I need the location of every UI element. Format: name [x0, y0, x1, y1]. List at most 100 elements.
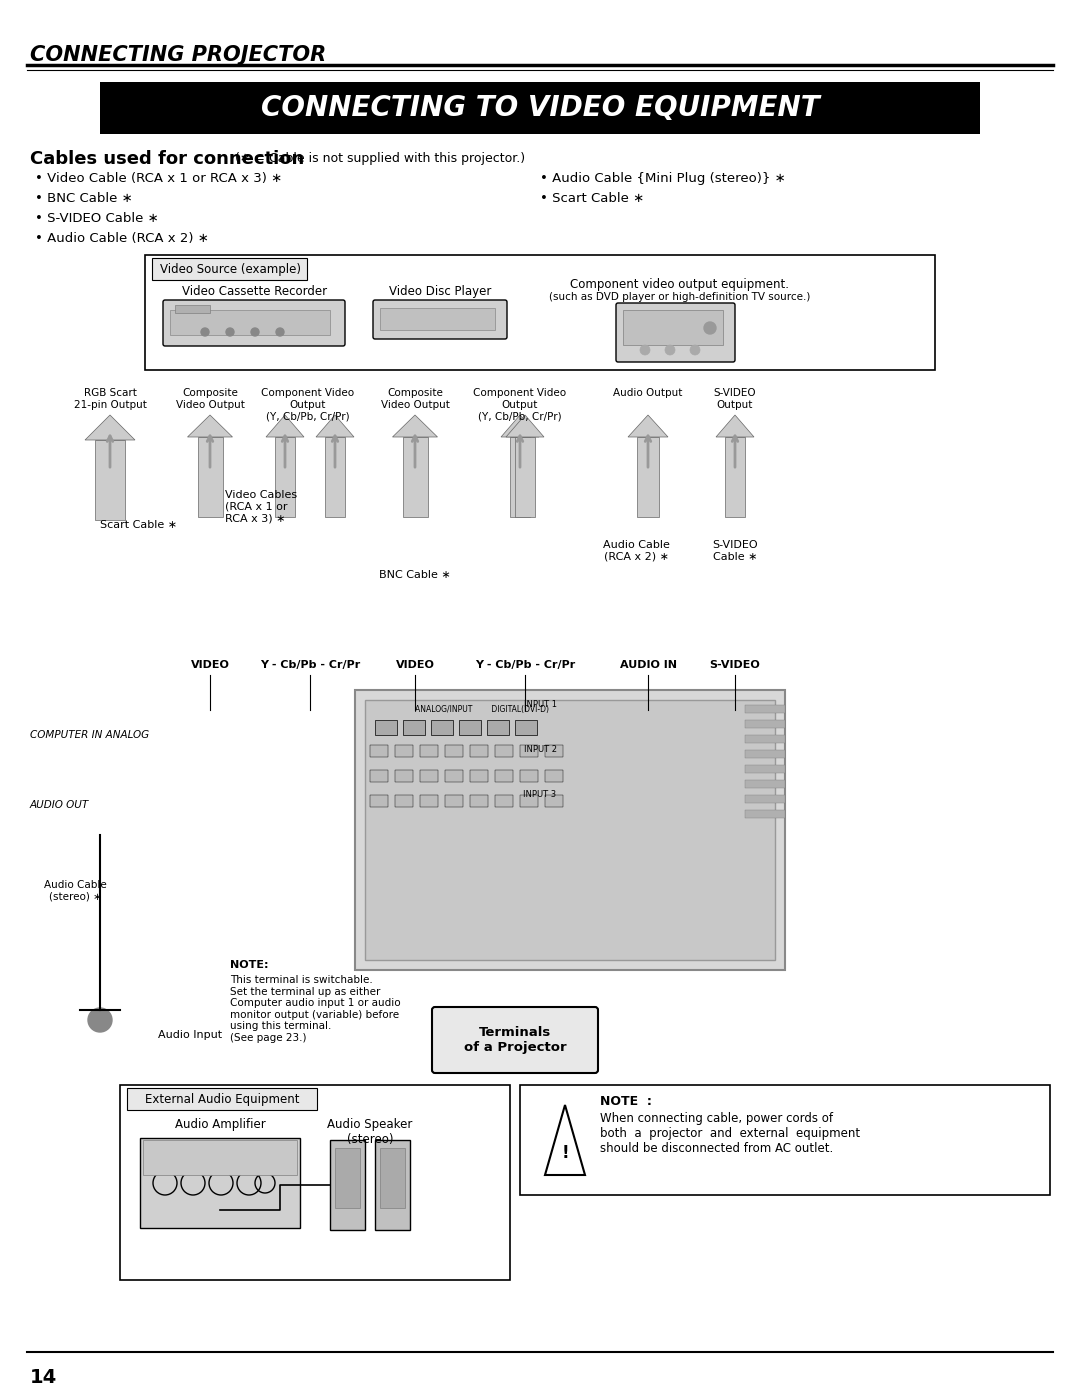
Text: Component video output equipment.: Component video output equipment. — [570, 278, 789, 291]
Text: • BNC Cable ∗: • BNC Cable ∗ — [35, 191, 133, 205]
Bar — [515, 437, 535, 517]
Bar — [198, 437, 222, 517]
Bar — [725, 437, 745, 517]
Bar — [445, 745, 463, 757]
Polygon shape — [266, 415, 303, 437]
Text: Composite
Video Output: Composite Video Output — [380, 388, 449, 409]
Bar — [445, 770, 463, 782]
Text: Audio Cable
(stereo) ∗: Audio Cable (stereo) ∗ — [43, 880, 106, 901]
Text: ANALOG/INPUT        DIGITAL(DVI-D): ANALOG/INPUT DIGITAL(DVI-D) — [415, 705, 549, 714]
Bar — [510, 437, 530, 517]
Text: Audio Input: Audio Input — [158, 1030, 222, 1039]
Bar — [495, 795, 513, 807]
Bar — [745, 735, 785, 743]
Bar — [470, 795, 488, 807]
Bar — [127, 1088, 318, 1111]
Bar — [519, 795, 538, 807]
Bar — [403, 437, 428, 517]
Polygon shape — [188, 415, 232, 437]
Bar — [470, 745, 488, 757]
Bar — [519, 1085, 1050, 1194]
Text: • Audio Cable {Mini Plug (stereo)} ∗: • Audio Cable {Mini Plug (stereo)} ∗ — [540, 172, 786, 184]
Polygon shape — [392, 415, 437, 437]
Bar — [152, 258, 307, 279]
Circle shape — [690, 345, 700, 355]
Bar — [495, 770, 513, 782]
Text: • Scart Cable ∗: • Scart Cable ∗ — [540, 191, 645, 205]
Circle shape — [665, 345, 675, 355]
Polygon shape — [627, 415, 669, 437]
Polygon shape — [507, 415, 544, 437]
Text: CONNECTING PROJECTOR: CONNECTING PROJECTOR — [30, 45, 326, 66]
Bar — [375, 1140, 410, 1229]
Bar — [420, 770, 438, 782]
Text: • Video Cable (RCA x 1 or RCA x 3) ∗: • Video Cable (RCA x 1 or RCA x 3) ∗ — [35, 172, 282, 184]
Text: NOTE  :: NOTE : — [600, 1095, 652, 1108]
Bar — [420, 795, 438, 807]
Bar — [745, 719, 785, 728]
Text: INPUT 3: INPUT 3 — [524, 789, 556, 799]
Circle shape — [704, 321, 716, 334]
Bar — [545, 745, 563, 757]
Bar — [545, 795, 563, 807]
Text: This terminal is switchable.
Set the terminal up as either
Computer audio input : This terminal is switchable. Set the ter… — [230, 975, 401, 1044]
Bar — [519, 745, 538, 757]
Text: Video Source (example): Video Source (example) — [160, 263, 300, 275]
Text: (∗ = Cable is not supplied with this projector.): (∗ = Cable is not supplied with this pro… — [235, 152, 525, 165]
Bar — [335, 1148, 360, 1208]
Text: • Audio Cable (RCA x 2) ∗: • Audio Cable (RCA x 2) ∗ — [35, 232, 208, 244]
Bar — [170, 310, 330, 335]
Text: Video Cables
(RCA x 1 or
RCA x 3) ∗: Video Cables (RCA x 1 or RCA x 3) ∗ — [225, 490, 297, 524]
Text: (such as DVD player or high-definition TV source.): (such as DVD player or high-definition T… — [550, 292, 811, 302]
Bar — [745, 780, 785, 788]
Bar — [370, 770, 388, 782]
Text: Y - Cb/Pb - Cr/Pr: Y - Cb/Pb - Cr/Pr — [260, 659, 360, 671]
Text: CONNECTING TO VIDEO EQUIPMENT: CONNECTING TO VIDEO EQUIPMENT — [260, 94, 820, 122]
Bar — [745, 766, 785, 773]
Text: • S-VIDEO Cable ∗: • S-VIDEO Cable ∗ — [35, 212, 159, 225]
Text: Audio Amplifier: Audio Amplifier — [175, 1118, 266, 1132]
Bar — [637, 437, 659, 517]
Bar — [745, 795, 785, 803]
Bar — [145, 256, 935, 370]
Bar — [330, 1140, 365, 1229]
Bar — [487, 719, 509, 735]
Bar — [380, 307, 495, 330]
Bar — [445, 795, 463, 807]
Text: VIDEO: VIDEO — [190, 659, 229, 671]
Text: S-VIDEO: S-VIDEO — [710, 659, 760, 671]
Text: NOTE:: NOTE: — [230, 960, 269, 970]
Text: S-VIDEO
Output: S-VIDEO Output — [714, 388, 756, 409]
Text: AUDIO OUT: AUDIO OUT — [30, 800, 90, 810]
Bar — [95, 440, 125, 520]
Bar — [395, 795, 413, 807]
Bar — [325, 437, 345, 517]
Circle shape — [640, 345, 650, 355]
Bar — [495, 745, 513, 757]
Bar — [470, 770, 488, 782]
Text: Audio Output: Audio Output — [613, 388, 683, 398]
Text: Audio Speaker
(stereo): Audio Speaker (stereo) — [327, 1118, 413, 1146]
Bar — [370, 745, 388, 757]
Text: AUDIO IN: AUDIO IN — [620, 659, 676, 671]
Text: RGB Scart
21-pin Output: RGB Scart 21-pin Output — [73, 388, 147, 409]
Text: Cables used for connection: Cables used for connection — [30, 149, 305, 168]
Bar — [745, 705, 785, 712]
Bar — [745, 750, 785, 759]
Bar — [459, 719, 481, 735]
Text: Component Video
Output
(Y, Cb/Pb, Cr/Pr): Component Video Output (Y, Cb/Pb, Cr/Pr) — [261, 388, 354, 422]
Circle shape — [87, 1009, 112, 1032]
Bar — [370, 795, 388, 807]
Bar — [403, 719, 426, 735]
Polygon shape — [501, 415, 539, 437]
Text: Scart Cable ∗: Scart Cable ∗ — [100, 520, 177, 529]
Polygon shape — [316, 415, 354, 437]
Text: Audio Cable
(RCA x 2) ∗: Audio Cable (RCA x 2) ∗ — [603, 541, 670, 562]
Text: 14: 14 — [30, 1368, 57, 1387]
Bar — [375, 719, 397, 735]
Bar — [355, 690, 785, 970]
Bar — [365, 700, 775, 960]
Text: Composite
Video Output: Composite Video Output — [176, 388, 244, 409]
Bar — [431, 719, 453, 735]
Bar — [143, 1140, 297, 1175]
